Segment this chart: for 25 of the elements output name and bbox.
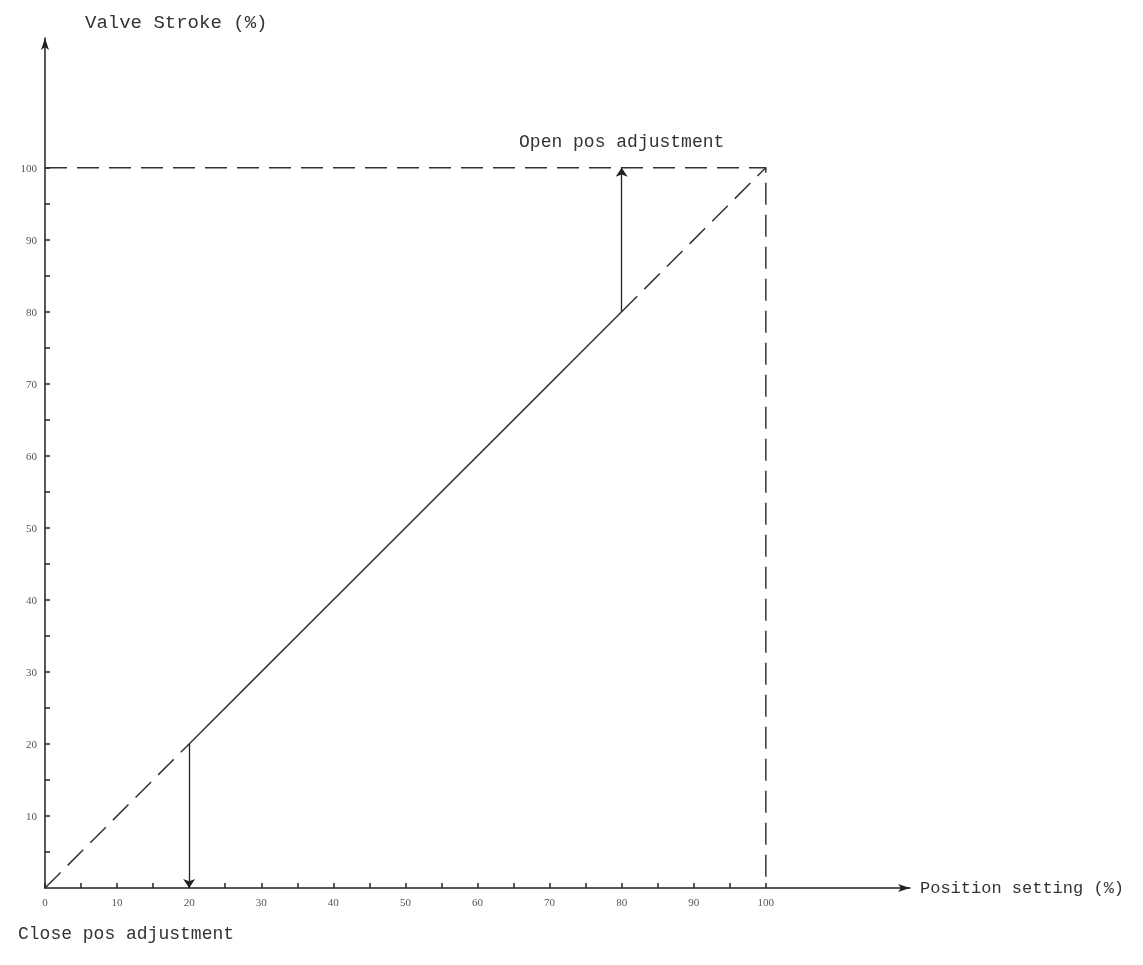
y-tick-label: 60 xyxy=(26,449,38,462)
text: Close pos adjustment xyxy=(18,924,235,944)
x-tick-label: 50 xyxy=(399,895,412,908)
x-tick-label: 20 xyxy=(183,895,196,908)
x-tick-label: 10 xyxy=(111,895,124,908)
x-axis-title: Position setting (%) xyxy=(920,878,1125,898)
x-tick-label: 60 xyxy=(472,895,484,908)
y-tick-label: 10 xyxy=(26,809,38,822)
y-tick-label: 80 xyxy=(26,305,38,318)
y-tick-label: 50 xyxy=(26,521,38,534)
x-tick-label: 70 xyxy=(544,895,556,908)
y-tick-label: 20 xyxy=(26,737,38,750)
x-tick-label: 0 xyxy=(42,895,49,908)
y-tick-label: 30 xyxy=(26,665,38,678)
x-tick-label: 100 xyxy=(757,895,775,908)
x-tick-label: 80 xyxy=(616,895,628,908)
y-tick-label: 90 xyxy=(26,233,38,246)
y-tick-label: 40 xyxy=(26,593,38,606)
x-tick-label: 30 xyxy=(255,895,268,908)
y-tick-label: 100 xyxy=(20,161,38,174)
x-tick-label: 90 xyxy=(688,895,700,908)
annotation: Open pos adjustment xyxy=(519,131,725,152)
y-axis-title: Valve Stroke (%) xyxy=(85,11,268,34)
y-tick-label: 70 xyxy=(26,377,38,390)
x-tick-label: 40 xyxy=(327,895,340,908)
